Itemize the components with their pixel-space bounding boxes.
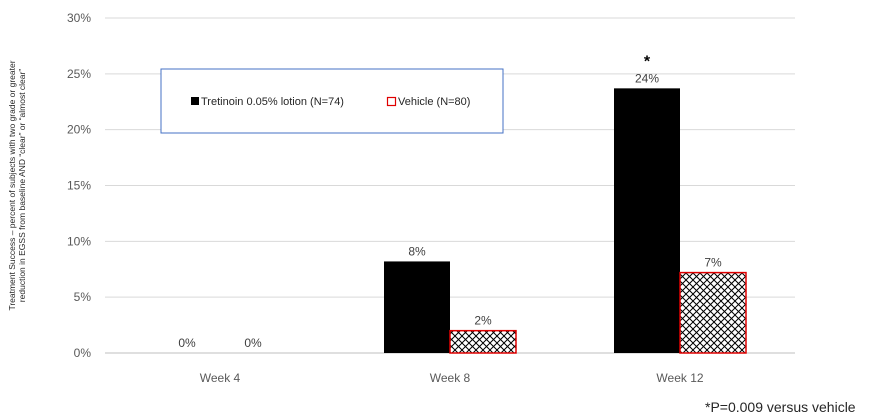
bar-vehicle	[679, 271, 747, 354]
y-axis-title-line: reduction in EGSS from baseline AND “cle…	[17, 69, 27, 303]
y-tick-label: 10%	[67, 234, 91, 248]
data-labels: 0% 0% 8% 2% 24% 7%	[178, 71, 722, 350]
x-tick-label: Week 8	[430, 371, 471, 385]
y-tick-label: 20%	[67, 123, 91, 137]
footnote: *P=0.009 versus vehicle	[705, 399, 856, 415]
y-tick-label: 30%	[67, 11, 91, 25]
y-tick-label: 25%	[67, 67, 91, 81]
legend-box	[160, 68, 504, 134]
data-label: 8%	[408, 244, 426, 258]
x-tick-label: Week 4	[200, 371, 241, 385]
legend-label-tretinoin: Tretinoin 0.05% lotion (N=74)	[201, 96, 344, 108]
y-tick-label: 0%	[74, 346, 92, 360]
data-label: 2%	[474, 314, 492, 328]
y-tick-label: 15%	[67, 179, 91, 193]
bar-vehicle	[449, 329, 517, 354]
significance-star: *	[644, 53, 651, 70]
y-axis-title-line: Treatment Success – percent of subjects …	[7, 60, 17, 310]
legend: Tretinoin 0.05% lotion (N=74) Vehicle (N…	[160, 68, 504, 134]
y-tick-label: 5%	[74, 290, 92, 304]
data-label: 0%	[178, 336, 196, 350]
bars	[384, 88, 747, 354]
x-axis-ticks: Week 4 Week 8 Week 12	[200, 371, 704, 385]
data-label: 24%	[635, 71, 659, 85]
legend-label-vehicle: Vehicle (N=80)	[398, 96, 470, 108]
legend-swatch-vehicle	[386, 96, 397, 107]
legend-swatch-tretinoin	[191, 97, 199, 105]
data-label: 7%	[704, 256, 722, 270]
y-axis-label: Treatment Success – percent of subjects …	[7, 60, 27, 310]
data-label: 0%	[244, 336, 262, 350]
significance-marker: *	[644, 53, 651, 70]
bar-tretinoin	[614, 88, 680, 353]
bar-tretinoin	[384, 261, 450, 353]
y-axis-ticks: 0% 5% 10% 15% 20% 25% 30%	[67, 11, 91, 360]
x-tick-label: Week 12	[656, 371, 703, 385]
